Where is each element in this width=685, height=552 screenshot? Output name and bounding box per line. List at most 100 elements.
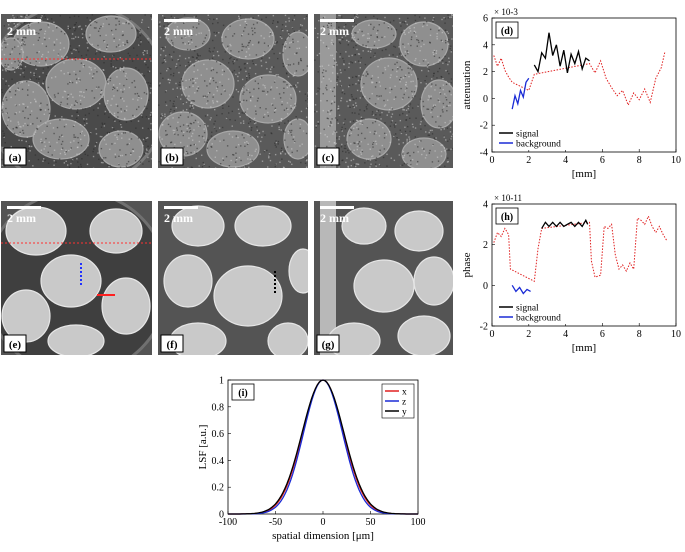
scale-bar	[164, 19, 198, 22]
particle	[283, 118, 308, 160]
chart-label-box	[231, 383, 255, 401]
scale-bar	[320, 19, 354, 22]
panel-label-box	[3, 147, 27, 166]
legend-entry: signal	[516, 130, 539, 140]
attenuation-profile-chart: 0 2 4 6 8 10 -4 -2 0 2 4 6 [mm] attenuation × 10-3 (d) s…	[450, 4, 685, 180]
particle	[1, 289, 51, 343]
x-axis-label: [mm]	[572, 168, 596, 180]
ct-slice-f: 2 mm (f)	[158, 201, 308, 355]
particle	[353, 259, 415, 313]
chart-label-box	[495, 21, 519, 39]
panel-label-box	[316, 334, 340, 353]
scale-bar-label: 2 mm	[320, 24, 349, 38]
legend-entry: signal	[516, 304, 539, 314]
panel-label-box	[160, 334, 184, 353]
y-tick-label: 0.2	[212, 483, 225, 494]
particle	[89, 208, 143, 254]
chart-label: (d)	[501, 26, 513, 37]
panel-label: (c)	[322, 152, 335, 164]
scale-bar	[320, 206, 354, 209]
x-tick-label: 8	[637, 155, 642, 166]
particle	[413, 256, 453, 306]
particle	[288, 248, 308, 294]
series-line-2	[511, 284, 531, 295]
ct-slice-c: 2 mm (c)	[314, 14, 453, 168]
legend-entry: y	[402, 408, 407, 418]
particle	[351, 19, 397, 49]
y-tick-label: 0	[483, 281, 488, 292]
y-tick-label: 2	[483, 67, 488, 78]
panel-label: (e)	[9, 339, 22, 351]
scale-bar-label: 2 mm	[7, 211, 36, 225]
y-tick-label: 0.6	[212, 429, 225, 440]
y-tick-label: 0.8	[212, 402, 225, 413]
y-tick-label: -4	[480, 148, 488, 159]
panel-label: (a)	[9, 152, 22, 164]
y-tick-label: -2	[480, 322, 488, 333]
legend-entry: z	[402, 398, 406, 408]
x-tick-label: -100	[219, 517, 237, 528]
particle	[394, 210, 444, 252]
particle	[163, 254, 213, 308]
x-tick-label: 4	[563, 155, 568, 166]
series-line-2	[511, 77, 530, 110]
x-tick-label: 2	[526, 329, 531, 340]
particle	[101, 277, 151, 335]
panel-label: (b)	[165, 152, 179, 164]
legend-box	[496, 300, 576, 324]
ct-slice-a: 2 mm (a)	[1, 14, 152, 168]
scale-bar-label: 2 mm	[320, 211, 349, 225]
series-line-2	[228, 379, 418, 515]
scale-bar	[7, 206, 41, 209]
y-tick-label: 2	[483, 240, 488, 251]
particle	[47, 324, 105, 355]
x-axis-label: [mm]	[572, 342, 596, 354]
y-axis-label: phase	[461, 252, 473, 277]
x-tick-label: 0	[490, 155, 495, 166]
particle	[239, 74, 297, 124]
particle	[267, 322, 308, 355]
particle	[103, 67, 149, 121]
x-tick-label: 6	[600, 155, 605, 166]
sample-rod	[320, 201, 336, 355]
y-tick-label: 4	[483, 200, 488, 211]
scale-bar-label: 2 mm	[164, 24, 193, 38]
y-tick-label: 0	[483, 94, 488, 105]
scale-bar-label: 2 mm	[7, 24, 36, 38]
particle	[40, 254, 102, 308]
x-tick-label: 4	[563, 329, 568, 340]
particle	[346, 118, 392, 160]
ct-slice-e: 2 mm (e)	[1, 201, 152, 355]
particle	[401, 137, 447, 168]
x-tick-label: 0	[321, 517, 326, 528]
x-tick-label: 8	[637, 329, 642, 340]
particle	[213, 265, 283, 327]
legend-entry: x	[402, 388, 407, 398]
particle	[221, 18, 275, 60]
phase-profile-chart: 0 2 4 6 8 10 -2 0 2 4 [mm] phase × 10-11 (h) signal bac…	[450, 192, 685, 362]
particle	[341, 207, 387, 245]
y-tick-label: 4	[483, 40, 488, 51]
panel-label: (g)	[322, 339, 335, 351]
scale-bar	[164, 206, 198, 209]
x-axis-label: spatial dimension [μm]	[272, 530, 374, 542]
x-tick-label: 2	[526, 155, 531, 166]
y-axis-label: attenuation	[461, 60, 473, 109]
chart-label: (h)	[501, 212, 513, 223]
x-tick-label: 0	[490, 329, 495, 340]
x-tick-label: 10	[671, 329, 681, 340]
chart-label: (i)	[238, 388, 247, 399]
axis-exponent: × 10-11	[494, 193, 522, 203]
ct-slice-b: 2 mm (b)	[158, 14, 308, 168]
panel-label-box	[3, 334, 27, 353]
x-tick-label: 10	[671, 155, 681, 166]
y-axis-label: LSF [a.u.]	[197, 425, 209, 470]
particle	[32, 118, 90, 160]
y-tick-label: 0	[219, 510, 224, 521]
panel-label-box	[316, 147, 340, 166]
particle	[98, 130, 144, 168]
lsf-chart: -100 -50 0 50 100 0 0.2 0.4 0.6 0.8 1 spatial dimen…	[188, 372, 428, 552]
y-tick-label: 6	[483, 14, 488, 25]
x-tick-label: -50	[269, 517, 282, 528]
y-tick-label: 0.4	[212, 456, 225, 467]
